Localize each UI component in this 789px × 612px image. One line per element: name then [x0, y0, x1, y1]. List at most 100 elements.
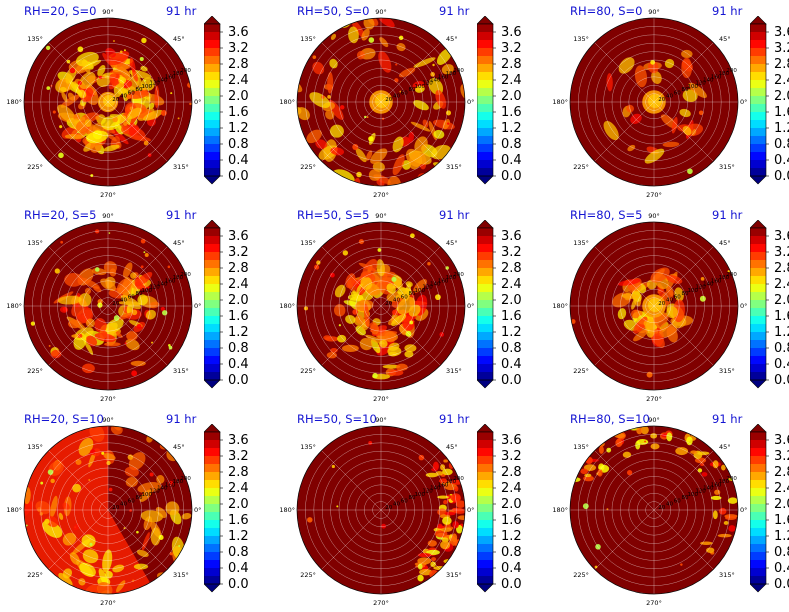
intensity-blob	[727, 497, 738, 504]
colorbar-gradient	[477, 424, 496, 593]
angular-gridline	[107, 101, 168, 162]
intensity-blob	[58, 572, 73, 587]
colorbar-tick-label: 3.6	[774, 25, 789, 40]
colorbar-outline	[750, 431, 767, 585]
intensity-blob	[137, 294, 149, 306]
colorbar-segment	[750, 276, 766, 285]
angular-gridline	[594, 450, 655, 511]
intensity-blob	[378, 50, 392, 73]
colorbar-segment	[750, 552, 766, 561]
angle-tick-label: 180°	[6, 302, 22, 310]
intensity-speck	[127, 454, 134, 460]
intensity-blob	[442, 118, 450, 130]
intensity-speck	[119, 50, 123, 54]
colorbar-segment	[750, 504, 766, 513]
radial-tick-label: 80	[136, 291, 143, 297]
colorbar-extend-min	[750, 379, 767, 389]
angle-tick-label: 45°	[719, 35, 731, 43]
intensity-blob	[436, 48, 452, 65]
intensity-speck	[94, 267, 100, 272]
intensity-speck	[139, 56, 144, 62]
colorbar-outline	[750, 23, 767, 177]
intensity-blob	[89, 426, 105, 442]
angular-gridline	[48, 246, 109, 307]
colorbar-segment	[204, 136, 220, 145]
intensity-speck	[189, 102, 192, 106]
intensity-speck	[321, 95, 325, 99]
polar-outline	[569, 17, 739, 187]
intensity-blob	[86, 130, 109, 144]
intensity-speck	[432, 63, 435, 67]
intensity-blob	[443, 459, 448, 463]
colorbar-segment	[750, 252, 766, 261]
radial-tick-label: 100	[142, 288, 153, 294]
colorbar-segment	[477, 480, 493, 489]
intensity-blob	[712, 510, 718, 520]
intensity-blob	[674, 287, 684, 302]
colorbar-segment	[750, 576, 766, 585]
colorbar-extend-min	[750, 583, 767, 593]
intensity-blob	[104, 342, 121, 347]
colorbar-segment	[204, 332, 220, 341]
colorbar-segment	[477, 260, 493, 269]
intensity-blob	[59, 86, 67, 92]
radial-tick-label: 160	[165, 74, 176, 80]
intensity-blob	[427, 540, 437, 547]
colorbar-tick-label: 1.6	[501, 309, 522, 324]
intensity-blob	[434, 530, 448, 538]
panel-title-left: RH=50, S=0	[297, 4, 370, 18]
intensity-blob	[631, 298, 637, 310]
colorbar-segment	[204, 536, 220, 545]
colorbar-tick-label: 3.6	[228, 25, 249, 40]
intensity-blob	[382, 364, 401, 369]
intensity-blob	[24, 501, 33, 519]
intensity-blob	[85, 335, 98, 347]
intensity-blob	[417, 553, 432, 558]
angle-tick-label: 45°	[446, 35, 458, 43]
angular-gridline	[107, 42, 168, 103]
intensity-speck	[409, 320, 414, 325]
colorbar-segment	[750, 144, 766, 153]
intensity-speck	[75, 459, 82, 466]
colorbar-tick-label: 0.8	[501, 137, 522, 152]
intensity-speck	[47, 469, 54, 475]
colorbar-segment	[477, 268, 493, 277]
intensity-speck	[316, 260, 321, 265]
angular-gridline	[321, 101, 382, 162]
colorbar-segment	[477, 364, 493, 373]
colorbar-extend-max	[204, 16, 221, 25]
colorbar-segment	[477, 104, 493, 113]
angle-tick-label: 180°	[552, 98, 568, 106]
intensity-blob	[82, 309, 94, 321]
intensity-speck	[87, 60, 89, 62]
intensity-blob	[631, 309, 640, 319]
colorbar-tick-label: 3.6	[228, 229, 249, 244]
intensity-blob	[425, 472, 439, 478]
panel-2: RH=50, S=0 91 hr 20 40 60 80 100 120 140 160 180…	[273, 0, 536, 204]
colorbar-gradient	[477, 16, 496, 185]
intensity-blob	[84, 119, 92, 127]
intensity-blob	[78, 437, 94, 456]
colorbar-gradient	[477, 220, 496, 389]
intensity-blob	[454, 485, 459, 492]
colorbar-segment	[750, 244, 766, 253]
intensity-blob	[283, 69, 298, 87]
radial-tick-label: 140	[430, 77, 441, 83]
angle-tick-label: 180°	[552, 302, 568, 310]
colorbar-tick-label: 2.8	[501, 465, 522, 480]
intensity-blob	[606, 73, 613, 92]
colorbar-segment	[204, 152, 220, 161]
radial-tick-label: 180	[719, 71, 730, 77]
intensity-speck	[112, 116, 118, 123]
radial-tick-label: 60	[128, 498, 135, 504]
colorbar-tick-label: 2.8	[228, 465, 249, 480]
intensity-blob	[714, 489, 721, 495]
intensity-blob	[356, 50, 365, 60]
radial-tick-label: 120	[695, 285, 706, 291]
colorbar-tick-label: 2.8	[774, 261, 789, 276]
colorbar-tick-label: 2.8	[501, 57, 522, 72]
angular-gridline	[380, 246, 441, 307]
intensity-blob	[429, 569, 439, 579]
intensity-blob	[322, 176, 336, 186]
intensity-speck	[352, 143, 359, 150]
